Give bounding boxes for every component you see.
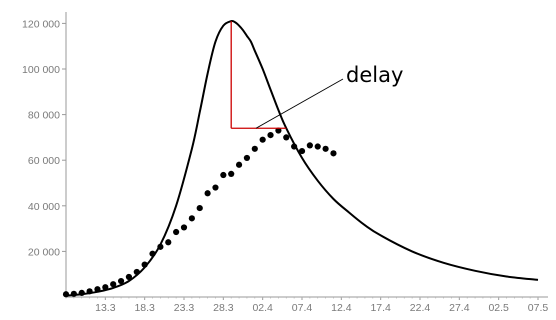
data-point [78,289,85,296]
x-tick-label: 13.3 [95,302,116,314]
data-point [251,145,258,152]
x-tick-label: 22.4 [410,302,431,314]
y-tick-label: 80 000 [28,110,60,122]
data-point [102,284,109,291]
y-tick-label: 40 000 [28,201,60,213]
data-point [165,239,172,246]
delay-annotation-label: delay [346,63,403,87]
data-point [291,143,298,150]
data-point [322,145,329,152]
data-point [94,286,101,293]
data-point [180,224,188,231]
data-point [70,290,77,297]
y-tick-label: 120 000 [22,18,60,30]
data-point [220,171,227,179]
data-point [117,277,125,285]
model-curve [65,19,539,297]
data-point [141,261,148,268]
y-tick-label: 20 000 [28,246,60,258]
data-point [204,190,211,197]
data-point [149,250,156,257]
data-point [235,161,243,168]
annotation-layer [230,21,344,129]
data-point [243,154,251,162]
y-tick-label: 100 000 [22,64,60,76]
data-point [125,273,133,281]
data-point [259,136,266,143]
data-point [196,204,203,212]
data-point [110,281,117,288]
data-point [173,228,180,236]
x-tick-label: 12.4 [331,302,352,314]
x-tick-label: 27.4 [449,302,470,314]
delay-pointer-line [255,78,344,129]
data-point [86,288,93,295]
x-tick-label: 02.5 [488,302,509,314]
x-tick-label: 28.3 [213,302,234,314]
series-layer [62,19,539,298]
x-tick-label: 07.4 [292,302,313,314]
data-point [157,243,164,250]
x-tick-label: 17.4 [370,302,391,314]
axes [65,12,548,298]
data-point [283,134,290,141]
x-ticks: 13.3 18.3 23.3 28.3 02.4 07.4 12.4 17.4 22.4 27.4… [65,297,549,314]
x-tick-label: 02.4 [252,302,273,314]
data-point [275,127,282,134]
y-tick-label: 60 000 [28,155,60,167]
data-point [306,142,313,149]
data-point [62,291,70,298]
data-point [228,170,235,177]
data-point [330,150,337,157]
data-point [133,268,140,276]
x-tick-label: 18.3 [134,302,155,314]
x-tick-label: 23.3 [174,302,195,314]
data-point [314,143,321,150]
data-point [188,215,195,222]
y-ticks: 20 000 40 000 60 000 80 000 100 000 120 000 [22,18,66,258]
x-tick-label: 07.5 [528,302,549,314]
data-point [298,147,306,155]
data-point [267,132,274,139]
data-point [212,184,219,191]
